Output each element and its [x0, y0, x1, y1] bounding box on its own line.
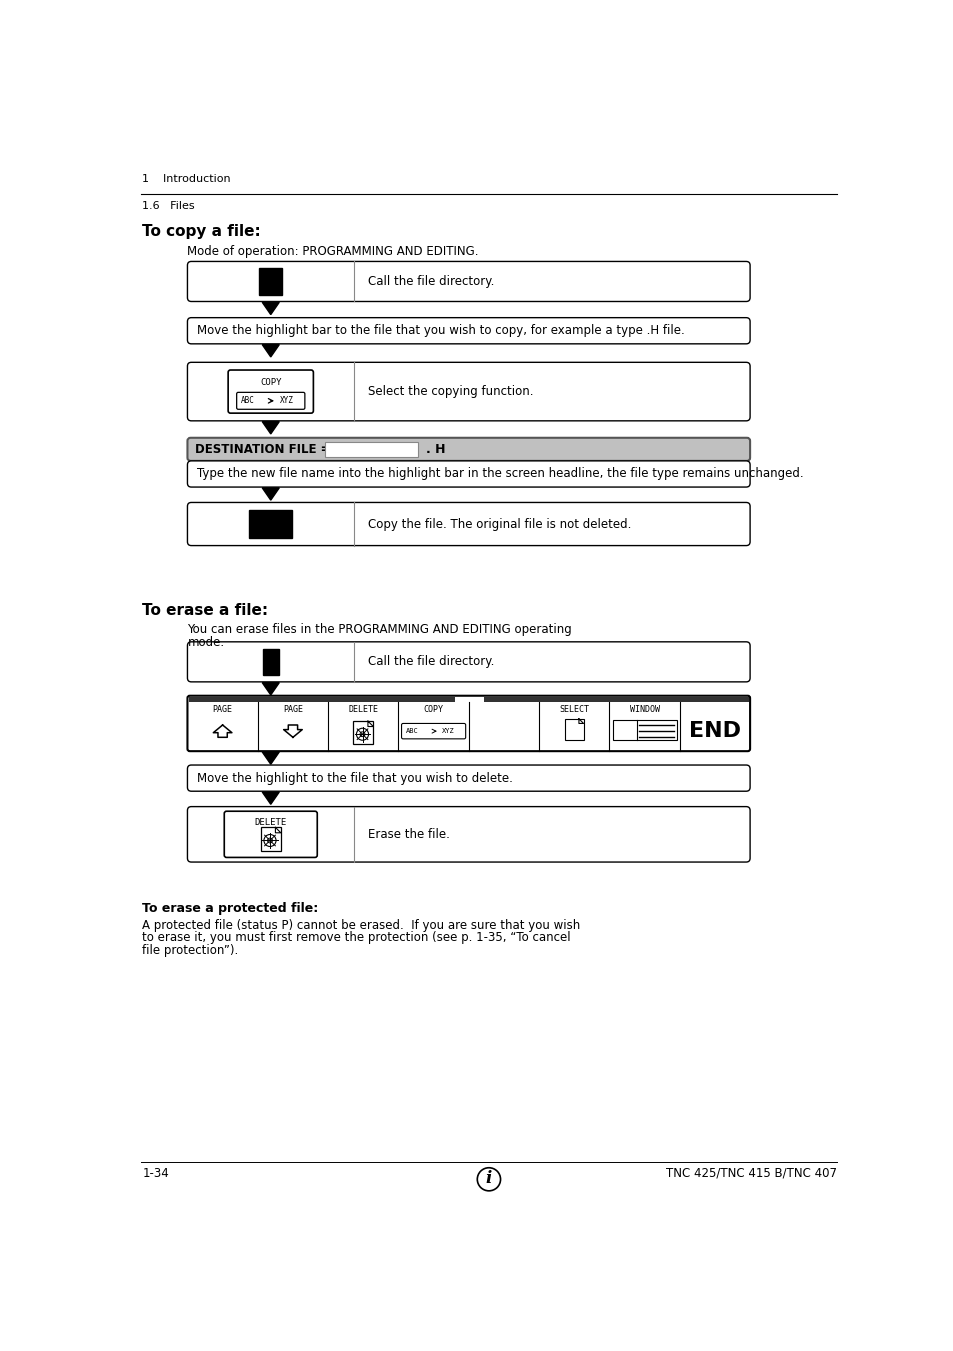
Bar	[189, 697, 455, 703]
FancyBboxPatch shape	[401, 723, 465, 739]
FancyBboxPatch shape	[187, 696, 749, 751]
Polygon shape	[262, 792, 279, 804]
FancyBboxPatch shape	[187, 438, 749, 461]
FancyBboxPatch shape	[187, 461, 749, 488]
Text: Call the file directory.: Call the file directory.	[368, 655, 494, 669]
Polygon shape	[262, 488, 279, 500]
Bar	[612, 720, 676, 740]
Text: Erase the file.: Erase the file.	[368, 828, 450, 840]
FancyBboxPatch shape	[228, 370, 313, 413]
Text: ABC: ABC	[240, 396, 254, 405]
Text: ABC: ABC	[405, 728, 417, 734]
Text: COPY: COPY	[423, 705, 443, 713]
Text: SELECT: SELECT	[558, 705, 589, 713]
Text: 1.6   Files: 1.6 Files	[142, 201, 195, 211]
FancyBboxPatch shape	[187, 317, 749, 345]
Text: DESTINATION FILE =: DESTINATION FILE =	[195, 443, 331, 455]
Bar	[353, 721, 373, 744]
Text: Type the new file name into the highlight bar in the screen headline, the file t: Type the new file name into the highligh…	[196, 467, 802, 481]
Polygon shape	[262, 422, 279, 434]
Bar	[325, 442, 418, 457]
Text: Call the file directory.: Call the file directory.	[368, 276, 494, 288]
Text: mode.: mode.	[187, 636, 224, 648]
Bar	[259, 267, 282, 296]
Text: Mode of operation: PROGRAMMING AND EDITING.: Mode of operation: PROGRAMMING AND EDITI…	[187, 245, 478, 258]
Text: Copy the file. The original file is not deleted.: Copy the file. The original file is not …	[368, 517, 631, 531]
Text: file protection”).: file protection”).	[142, 943, 238, 957]
Bar	[249, 511, 293, 538]
FancyBboxPatch shape	[187, 765, 749, 792]
Bar	[564, 719, 583, 740]
Text: XYZ: XYZ	[280, 396, 294, 405]
Text: Move the highlight bar to the file that you wish to copy, for example a type .H : Move the highlight bar to the file that …	[196, 324, 684, 338]
Text: To copy a file:: To copy a file:	[142, 224, 261, 239]
FancyBboxPatch shape	[187, 503, 749, 546]
Text: END: END	[688, 721, 740, 742]
Bar	[484, 697, 748, 703]
Text: to erase it, you must first remove the protection (see p. 1-35, “To cancel: to erase it, you must first remove the p…	[142, 931, 571, 944]
Text: A protected file (status P) cannot be erased.  If you are sure that you wish: A protected file (status P) cannot be er…	[142, 919, 580, 932]
Text: COPY: COPY	[260, 378, 281, 386]
FancyBboxPatch shape	[187, 642, 749, 682]
Text: XYZ: XYZ	[441, 728, 455, 734]
FancyBboxPatch shape	[187, 362, 749, 422]
Text: DELETE: DELETE	[348, 705, 378, 713]
Text: TYPE: TYPE	[564, 731, 583, 740]
Polygon shape	[262, 682, 279, 694]
Text: Move the highlight to the file that you wish to delete.: Move the highlight to the file that you …	[196, 771, 512, 785]
Text: DELETE: DELETE	[254, 819, 287, 827]
Text: 1    Introduction: 1 Introduction	[142, 174, 231, 185]
Text: PAGE: PAGE	[213, 705, 233, 713]
FancyBboxPatch shape	[224, 811, 317, 858]
FancyBboxPatch shape	[187, 262, 749, 301]
Text: 1-34: 1-34	[142, 1167, 169, 1179]
Text: To erase a protected file:: To erase a protected file:	[142, 902, 318, 915]
Text: TNC 425/TNC 415 B/TNC 407: TNC 425/TNC 415 B/TNC 407	[665, 1167, 836, 1179]
Text: . H: . H	[426, 443, 445, 455]
Text: To erase a file:: To erase a file:	[142, 604, 269, 619]
Text: PAGE: PAGE	[283, 705, 303, 713]
Polygon shape	[262, 753, 279, 765]
Bar	[260, 827, 280, 851]
Circle shape	[476, 1167, 500, 1190]
Text: You can erase files in the PROGRAMMING AND EDITING operating: You can erase files in the PROGRAMMING A…	[187, 623, 572, 636]
Bar	[263, 648, 278, 676]
Text: Select the copying function.: Select the copying function.	[368, 385, 533, 399]
FancyBboxPatch shape	[187, 807, 749, 862]
Text: i: i	[485, 1170, 492, 1188]
FancyBboxPatch shape	[236, 392, 305, 409]
Text: WINDOW: WINDOW	[629, 705, 659, 713]
Polygon shape	[262, 303, 279, 315]
Polygon shape	[262, 345, 279, 357]
